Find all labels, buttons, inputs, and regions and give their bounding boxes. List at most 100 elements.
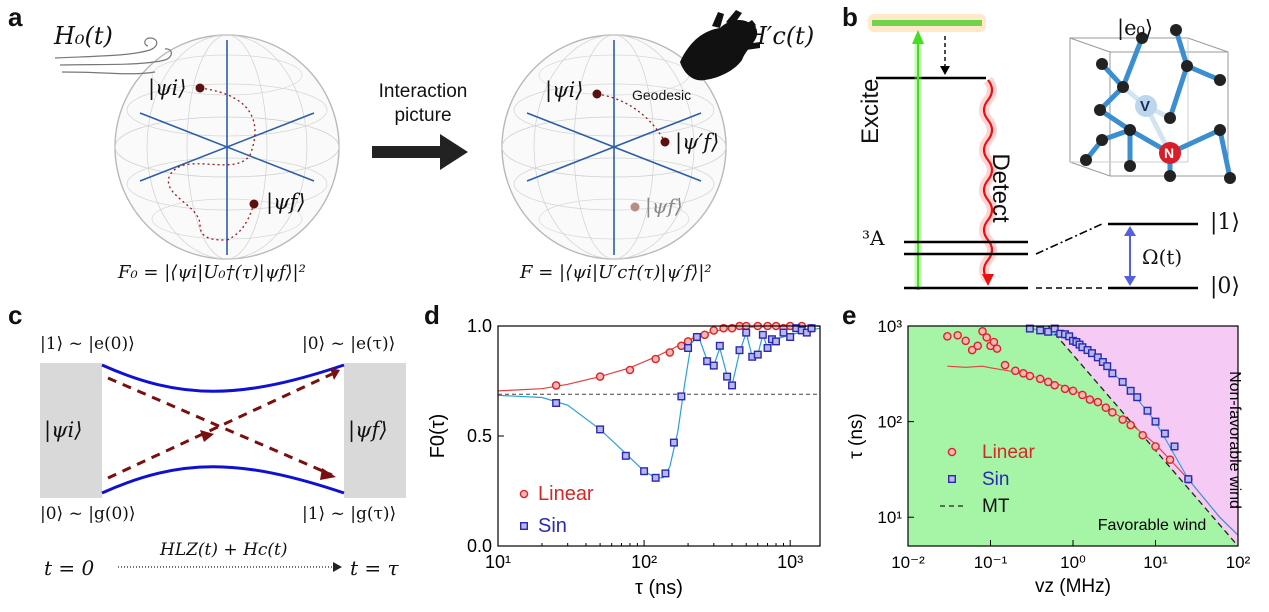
psi-f-prime: |ψ′f⟩ xyxy=(675,130,720,154)
sin-point xyxy=(596,425,605,434)
sin-point xyxy=(1025,324,1034,333)
y-axis-label: τ (ns) xyxy=(846,413,867,459)
geodesic-label: Geodesic xyxy=(632,87,692,103)
x-axis-label: τ (ns) xyxy=(635,577,683,599)
favorable-region xyxy=(908,326,1238,546)
sin-point xyxy=(735,346,744,355)
legend-label: Linear xyxy=(538,483,594,505)
sin-point xyxy=(1103,362,1112,371)
linear-point xyxy=(1050,380,1059,390)
linear-point xyxy=(982,333,992,342)
sin-point xyxy=(758,330,767,339)
linear-point xyxy=(595,372,605,381)
sin-point xyxy=(640,467,649,476)
top-right-state: |0⟩ ~ |e(τ)⟩ xyxy=(302,334,396,354)
linear-point xyxy=(973,341,983,351)
y-tick-label: 1.0 xyxy=(467,316,492,336)
sin-point xyxy=(1170,442,1179,451)
linear-point xyxy=(989,337,999,347)
sin-point xyxy=(651,473,660,482)
linear-point xyxy=(665,348,675,357)
y-tick-label: 10¹ xyxy=(877,508,902,527)
linear-point xyxy=(1126,420,1135,430)
ket0-label: |0⟩ xyxy=(1210,274,1240,299)
sin-point xyxy=(763,344,772,353)
sin-point xyxy=(1098,358,1107,367)
sin-point xyxy=(552,398,561,407)
panel-a-graphics xyxy=(54,10,760,260)
linear-point xyxy=(943,332,952,341)
sin-point xyxy=(715,341,724,350)
linear-point xyxy=(961,336,970,346)
sin-point xyxy=(677,392,686,401)
sin-point xyxy=(661,469,670,478)
legend-label: Sin xyxy=(982,469,1009,490)
panel-c-label: c xyxy=(8,300,23,330)
linear-point xyxy=(1138,430,1148,440)
legend-marker xyxy=(947,474,956,483)
sin-point xyxy=(728,381,737,390)
sin-point xyxy=(1133,393,1142,402)
ground-state-label: ³A xyxy=(862,226,885,250)
non-favorable-region-label: Non-favorable wind xyxy=(1226,371,1243,509)
linear-point xyxy=(992,344,1002,353)
sin-point xyxy=(1108,369,1117,378)
panel-d-label: d xyxy=(424,300,440,330)
psi-f-right: |ψf⟩ xyxy=(645,194,683,218)
interaction-arrow-icon xyxy=(372,134,468,170)
interaction-text: Interaction xyxy=(378,81,468,102)
linear-point xyxy=(1043,377,1053,387)
linear-point xyxy=(1151,442,1160,451)
picture-text: picture xyxy=(394,105,452,126)
x-tick-label: 10⁰ xyxy=(1060,553,1086,572)
linear-point xyxy=(625,365,635,375)
linear-point xyxy=(1085,395,1095,404)
sin-point xyxy=(807,324,816,333)
linear-point xyxy=(1118,415,1127,424)
top-left-state: |1⟩ ~ |e(0)⟩ xyxy=(40,334,135,354)
chart-d: 10¹ 10² 10³ 0.0 0.5 1.0 τ (ns) F0(τ) Linear Sin xyxy=(427,316,821,599)
linear-point xyxy=(1025,371,1035,381)
omega-label: Ω(t) xyxy=(1142,245,1183,269)
linear-point xyxy=(700,330,710,340)
hc-label: H′c(t) xyxy=(746,22,815,50)
linear-point xyxy=(1093,397,1103,407)
chart-e: 10⁻² 10⁻¹ 10⁰ 10¹ 10² 10¹ 10² 10³ vz (MHz) τ (ns)… xyxy=(846,317,1251,597)
legend-marker xyxy=(519,521,528,530)
excited-state-label: |e₀⟩ xyxy=(1117,16,1154,40)
hamiltonian-label: HLZ(t) + Hc(t) xyxy=(160,540,288,560)
sin-point xyxy=(1126,386,1135,395)
linear-point xyxy=(967,345,977,355)
vacancy-label: V xyxy=(1140,98,1151,115)
x-tick-label: 10⁻² xyxy=(891,553,925,572)
excite-label: Excite xyxy=(857,79,885,144)
y-tick-label: 10² xyxy=(877,413,902,432)
sin-point xyxy=(779,328,788,337)
panel-b-label: b xyxy=(842,2,858,32)
sin-point xyxy=(772,337,781,346)
linear-point xyxy=(1068,386,1078,396)
sin-point xyxy=(703,357,712,366)
x-tick-label: 10⁻¹ xyxy=(974,553,1008,572)
nitrogen-label: N xyxy=(1164,145,1175,161)
linear-point xyxy=(1011,366,1020,376)
t-start-label: t = 0 xyxy=(44,556,95,580)
bottom-right-state: |1⟩ ~ |g(τ)⟩ xyxy=(302,504,397,524)
wind-icon xyxy=(54,37,172,75)
x-tick-label: 10³ xyxy=(777,552,803,572)
ket1-label: |1⟩ xyxy=(1210,210,1240,235)
sin-point xyxy=(1143,406,1152,415)
interaction-picture-label: Interaction picture xyxy=(363,80,483,128)
sin-point xyxy=(786,333,795,342)
panel-b-graphics xyxy=(868,14,1236,290)
linear-point xyxy=(1165,455,1175,464)
bottom-left-state: |0⟩ ~ |g(0)⟩ xyxy=(40,504,136,524)
sin-point xyxy=(1184,475,1193,484)
psi-i-left: |ψi⟩ xyxy=(148,76,187,100)
psi-i-box: |ψi⟩ xyxy=(44,418,83,442)
bloch-sphere-right xyxy=(501,34,727,260)
sin-point xyxy=(1050,324,1059,333)
psi-f-left: |ψf⟩ xyxy=(266,190,306,214)
linear-point xyxy=(1000,360,1010,370)
linear-point xyxy=(978,327,987,336)
